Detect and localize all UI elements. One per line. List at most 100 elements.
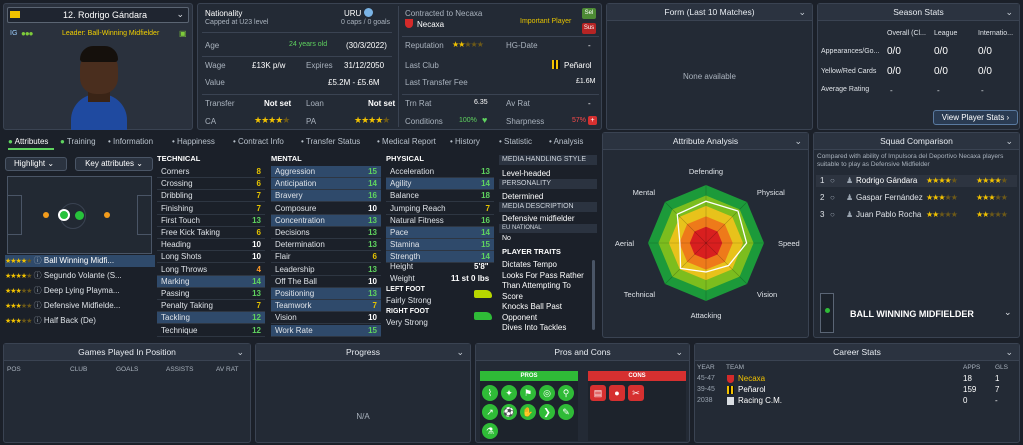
attribute-row[interactable]: Dribbling 7 bbox=[157, 190, 265, 203]
attribute-row[interactable]: Long Shots 10 bbox=[157, 251, 265, 264]
pro-trait-icon[interactable]: ◎ bbox=[539, 385, 555, 401]
tab-happiness[interactable]: • Happiness bbox=[172, 137, 215, 146]
attribute-row[interactable]: Natural Fitness 16 bbox=[386, 215, 494, 227]
attribute-row[interactable]: Leadership 13 bbox=[271, 264, 381, 276]
progress-header[interactable]: Progress ⌄ bbox=[256, 344, 470, 361]
attribute-row[interactable]: Work Rate 15 bbox=[271, 324, 381, 337]
loan-value[interactable]: Not set bbox=[368, 99, 396, 108]
role-item[interactable]: ★★★★★ ⓘ Defensive Midfielde... bbox=[5, 300, 155, 312]
pro-trait-icon[interactable]: ✎ bbox=[558, 404, 574, 420]
chevron-down-icon[interactable]: ⌄ bbox=[456, 347, 464, 357]
info-icon[interactable]: ⓘ bbox=[33, 271, 42, 280]
career-header[interactable]: Career Stats ⌄ bbox=[695, 344, 1019, 361]
chevron-down-icon[interactable]: ⌄ bbox=[675, 347, 683, 357]
attribute-row[interactable]: Bravery 16 bbox=[271, 190, 381, 203]
attribute-row[interactable]: Tackling 12 bbox=[157, 312, 265, 325]
club-name[interactable]: Necaxa bbox=[417, 20, 445, 29]
key-attributes-dropdown[interactable]: Key attributes ⌄ bbox=[75, 157, 153, 171]
attribute-row[interactable]: Free Kick Taking 6 bbox=[157, 227, 265, 239]
squad-row[interactable]: 3 ○ ♟ Juan Pablo Rocha ★★★★★ ★★★★★ bbox=[816, 209, 1017, 221]
chevron-down-icon[interactable]: ⌄ bbox=[794, 136, 802, 146]
tab-training[interactable]: ● Training bbox=[60, 137, 96, 146]
season-header[interactable]: Season Stats ⌄ bbox=[818, 4, 1019, 21]
pro-trait-icon[interactable]: ❯ bbox=[539, 404, 555, 420]
info-icon[interactable]: ⓘ bbox=[33, 316, 42, 325]
attribute-row[interactable]: Concentration 13 bbox=[271, 214, 381, 227]
pro-trait-icon[interactable]: ✦ bbox=[501, 385, 517, 401]
attribute-row[interactable]: Crossing 6 bbox=[157, 178, 265, 191]
attribute-row[interactable]: Vision 10 bbox=[271, 312, 381, 325]
attribute-row[interactable]: Positioning 13 bbox=[271, 288, 381, 300]
tab-history[interactable]: • History bbox=[450, 137, 480, 146]
sel-badge[interactable]: Sel bbox=[582, 8, 596, 19]
form-header[interactable]: Form (Last 10 Matches) ⌄ bbox=[607, 4, 812, 21]
pro-trait-icon[interactable]: ⚽ bbox=[501, 404, 517, 420]
tab-statistic[interactable]: • Statistic bbox=[499, 137, 533, 146]
career-row[interactable]: 2038 Racing C.M. 0 - bbox=[697, 395, 1017, 407]
info-icon[interactable]: ⓘ bbox=[33, 256, 42, 265]
attribute-row[interactable]: Penalty Taking 7 bbox=[157, 300, 265, 313]
attribute-row[interactable]: Stamina 15 bbox=[386, 239, 494, 252]
chevron-down-icon[interactable]: ⌄ bbox=[176, 9, 184, 19]
chevron-down-icon[interactable]: ⌄ bbox=[798, 7, 806, 17]
pro-trait-icon[interactable]: ✋ bbox=[520, 404, 536, 420]
attribute-row[interactable]: Jumping Reach 7 bbox=[386, 203, 494, 215]
squad-header[interactable]: Squad Comparison ⌄ bbox=[814, 133, 1019, 150]
role-item[interactable]: ★★★★★ ⓘ Segundo Volante (S... bbox=[5, 270, 155, 282]
attribute-row[interactable]: Aggression 15 bbox=[271, 166, 381, 178]
info-icon[interactable]: ⓘ bbox=[33, 301, 42, 310]
con-trait-icon[interactable]: ✂ bbox=[628, 385, 644, 401]
attribute-row[interactable]: Pace 14 bbox=[386, 227, 494, 239]
attribute-row[interactable]: Corners 8 bbox=[157, 166, 265, 178]
tab-analysis[interactable]: • Analysis bbox=[549, 137, 584, 146]
attribute-row[interactable]: First Touch 13 bbox=[157, 215, 265, 227]
attribute-row[interactable]: Heading 10 bbox=[157, 239, 265, 252]
attribute-row[interactable]: Teamwork 7 bbox=[271, 300, 381, 313]
tab-contract[interactable]: • Contract Info bbox=[233, 137, 284, 146]
analysis-header[interactable]: Attribute Analysis ⌄ bbox=[603, 133, 808, 150]
squad-row[interactable]: 1 ○ ♟ Rodrigo Gándara ★★★★★ ★★★★★ bbox=[816, 175, 1017, 187]
tab-attributes[interactable]: ● Attributes bbox=[8, 137, 49, 146]
squad-row[interactable]: 2 ○ ♟ Gaspar Fernández ★★★★★ ★★★★★ bbox=[816, 192, 1017, 204]
attribute-row[interactable]: Balance 18 bbox=[386, 190, 494, 203]
attribute-row[interactable]: Marking 14 bbox=[157, 275, 265, 288]
attribute-row[interactable]: Long Throws 4 bbox=[157, 264, 265, 276]
attribute-row[interactable]: Strength 14 bbox=[386, 251, 494, 264]
player-name-selector[interactable]: 12. Rodrigo Gándara ⌄ bbox=[7, 7, 189, 23]
chevron-down-icon[interactable]: ⌄ bbox=[236, 347, 244, 357]
role-item[interactable]: ★★★★★ ⓘ Deep Lying Playma... bbox=[5, 285, 155, 297]
attribute-row[interactable]: Flair 6 bbox=[271, 251, 381, 264]
view-player-stats-button[interactable]: View Player Stats › bbox=[933, 110, 1018, 125]
attribute-row[interactable]: Decisions 13 bbox=[271, 227, 381, 239]
proscons-header[interactable]: Pros and Cons ⌄ bbox=[476, 344, 689, 361]
pro-trait-icon[interactable]: ⚑ bbox=[520, 385, 536, 401]
con-trait-icon[interactable]: ▤ bbox=[590, 385, 606, 401]
chevron-down-icon[interactable]: ⌄ bbox=[1005, 136, 1013, 146]
tab-information[interactable]: • Information bbox=[108, 137, 154, 146]
transfer-value[interactable]: Not set bbox=[264, 99, 292, 108]
attribute-row[interactable]: Determination 13 bbox=[271, 239, 381, 252]
career-row[interactable]: 39-45 Peñarol 159 7 bbox=[697, 384, 1017, 396]
attribute-row[interactable]: Composure 10 bbox=[271, 203, 381, 215]
attribute-row[interactable]: Technique 12 bbox=[157, 325, 265, 337]
role-item[interactable]: ★★★★★ ⓘ Half Back (De) bbox=[5, 315, 155, 327]
traits-scrollbar[interactable] bbox=[592, 260, 595, 330]
pro-trait-icon[interactable]: ↗ bbox=[482, 404, 498, 420]
sus-badge[interactable]: Sus bbox=[582, 23, 596, 34]
attribute-row[interactable]: Finishing 7 bbox=[157, 203, 265, 215]
role-item[interactable]: ★★★★★ ⓘ Ball Winning Midfi... bbox=[5, 255, 155, 267]
attribute-row[interactable]: Off The Ball 10 bbox=[271, 276, 381, 288]
info-icon[interactable]: ⓘ bbox=[33, 286, 42, 295]
pro-trait-icon[interactable]: ⚗ bbox=[482, 423, 498, 439]
attribute-row[interactable]: Anticipation 14 bbox=[271, 178, 381, 191]
attribute-row[interactable]: Acceleration 13 bbox=[386, 166, 494, 178]
clipboard-icon[interactable]: ▣ bbox=[179, 29, 187, 38]
pro-trait-icon[interactable]: ⚲ bbox=[558, 385, 574, 401]
tab-transfer[interactable]: • Transfer Status bbox=[301, 137, 361, 146]
games-header[interactable]: Games Played In Position ⌄ bbox=[4, 344, 250, 361]
chevron-down-icon[interactable]: ⌄ bbox=[1004, 307, 1012, 317]
chevron-down-icon[interactable]: ⌄ bbox=[1005, 7, 1013, 17]
chevron-down-icon[interactable]: ⌄ bbox=[1005, 347, 1013, 357]
nationality-value[interactable]: URU bbox=[344, 9, 362, 18]
tab-medical[interactable]: • Medical Report bbox=[377, 137, 436, 146]
